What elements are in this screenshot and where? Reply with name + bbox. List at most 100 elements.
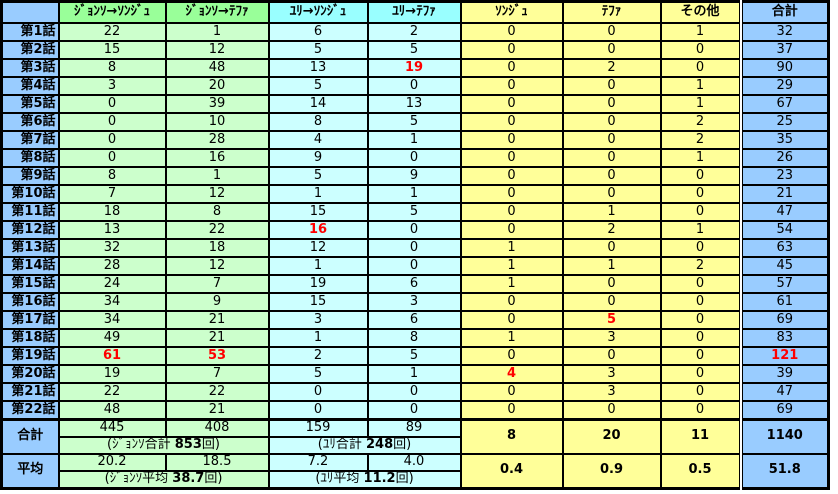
cell: 5 — [267, 166, 369, 186]
cell: 8 — [57, 166, 167, 186]
cell: 0 — [561, 238, 662, 258]
cell: 0 — [267, 382, 369, 402]
cell: 0 — [459, 130, 564, 150]
cell: 2 — [366, 22, 462, 42]
row-label: 第8話 — [0, 148, 60, 168]
cell: 24 — [57, 274, 167, 294]
table-row: 第14話 28 12 1 0 1 1 2 45 — [0, 256, 830, 276]
cell: 0 — [659, 166, 742, 186]
note-value: 38.7 — [172, 470, 205, 486]
avg-cell-jonso-tefa: 18.5 — [164, 452, 270, 472]
cell: 57 — [738, 274, 830, 294]
cell: 54 — [738, 220, 830, 240]
total-cell-jonso-tefa: 408 — [164, 417, 270, 438]
cell: 23 — [738, 166, 830, 186]
table-row: 第4話 3 20 5 0 0 0 1 29 — [0, 76, 830, 96]
cell: 0 — [459, 148, 564, 168]
grand-total-cell: 1140 — [738, 417, 830, 455]
totals-note-row: (ｼﾞｮﾝｿ合計 853回) (ﾕﾘ合計 248回) — [2, 435, 829, 455]
cell: 32 — [57, 238, 167, 258]
cell: 47 — [738, 202, 830, 222]
note-prefix: (ﾕﾘ合計 — [317, 436, 366, 452]
cell: 15 — [267, 202, 369, 222]
row-label: 第1話 — [0, 22, 60, 42]
cell: 9 — [267, 148, 369, 168]
col-header-yuri-to-sonju: ﾕﾘ→ｿﾝｼﾞｭ — [267, 0, 369, 24]
cell: 22 — [57, 382, 167, 402]
cell: 1 — [267, 184, 369, 204]
cell: 39 — [164, 94, 270, 114]
cell: 0 — [659, 382, 742, 402]
note-suffix: 回) — [393, 436, 412, 452]
cell: 2 — [561, 220, 662, 240]
cell: 0 — [366, 400, 462, 421]
cell: 0 — [459, 94, 564, 114]
cell: 1 — [561, 202, 662, 222]
cell: 2 — [659, 130, 742, 150]
cell: 0 — [459, 166, 564, 186]
cell: 1 — [459, 328, 564, 348]
cell: 8 — [366, 328, 462, 348]
cell: 1 — [659, 22, 742, 42]
cell: 0 — [561, 148, 662, 168]
cell: 61 — [57, 346, 167, 366]
totals-section: 合計 445 408 159 89 8 20 11 1140 (ｼﾞｮﾝｿ合計 … — [0, 417, 830, 455]
total-cell-jonso-sonju: 445 — [57, 417, 167, 438]
cell: 21 — [164, 400, 270, 421]
cell: 0 — [57, 112, 167, 132]
cell: 5 — [366, 112, 462, 132]
yuri-average-note: (ﾕﾘ平均 11.2回) — [267, 469, 462, 490]
cell: 34 — [57, 310, 167, 330]
cell: 2 — [659, 112, 742, 132]
row-label: 第12話 — [0, 220, 60, 240]
note-value: 853 — [174, 436, 202, 452]
cell: 90 — [738, 58, 830, 78]
cell: 0 — [459, 382, 564, 402]
col-header-tefa: ﾃﾌｧ — [561, 0, 662, 24]
cell: 0 — [459, 58, 564, 78]
jonso-average-note: (ｼﾞｮﾝｿ平均 38.7回) — [57, 469, 270, 490]
cell: 0 — [459, 400, 564, 421]
cell: 12 — [164, 184, 270, 204]
note-suffix: 回) — [201, 436, 220, 452]
cell: 0 — [659, 238, 742, 258]
table-row: 第2話 15 12 5 5 0 0 0 37 — [0, 40, 830, 60]
cell: 49 — [57, 328, 167, 348]
total-cell-other: 11 — [659, 417, 742, 455]
cell: 18 — [57, 202, 167, 222]
cell: 0 — [561, 184, 662, 204]
cell: 28 — [57, 256, 167, 276]
cell: 48 — [164, 58, 270, 78]
cell: 0 — [659, 328, 742, 348]
avg-cell-jonso-sonju: 20.2 — [57, 452, 167, 472]
row-label: 第14話 — [0, 256, 60, 276]
cell: 63 — [738, 238, 830, 258]
cell: 5 — [267, 76, 369, 96]
cell: 1 — [366, 364, 462, 384]
cell: 7 — [57, 184, 167, 204]
cell: 6 — [267, 22, 369, 42]
cell: 5 — [267, 364, 369, 384]
cell: 19 — [57, 364, 167, 384]
cell: 0 — [659, 40, 742, 60]
table-row: 第7話 0 28 4 1 0 0 2 35 — [0, 130, 830, 150]
avg-cell-sonju: 0.4 — [459, 452, 564, 490]
avg-cell-yuri-sonju: 7.2 — [267, 452, 369, 472]
cell: 1 — [164, 22, 270, 42]
cell: 0 — [659, 184, 742, 204]
row-label: 第17話 — [0, 310, 60, 330]
totals-label: 合計 — [0, 417, 60, 455]
cell: 0 — [561, 400, 662, 421]
cell: 4 — [459, 364, 564, 384]
cell: 3 — [561, 382, 662, 402]
cell: 0 — [659, 274, 742, 294]
totals-row: 合計 445 408 159 89 8 20 11 1140 — [0, 417, 830, 455]
cell: 1 — [659, 94, 742, 114]
cell: 22 — [164, 220, 270, 240]
row-label: 第16話 — [0, 292, 60, 312]
cell: 0 — [366, 382, 462, 402]
cell: 12 — [267, 238, 369, 258]
row-label: 第20話 — [0, 364, 60, 384]
table-row: 第22話 48 21 0 0 0 0 0 69 — [0, 400, 830, 421]
cell: 0 — [459, 184, 564, 204]
